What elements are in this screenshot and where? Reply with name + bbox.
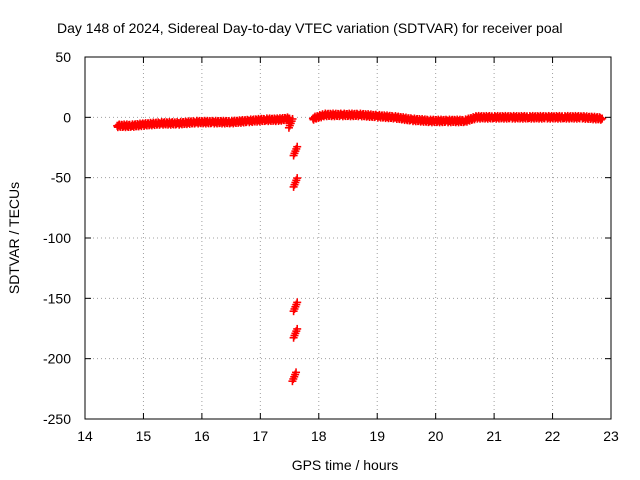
x-tick-label: 18 [311, 428, 327, 444]
x-tick-label: 20 [428, 428, 444, 444]
data-point [293, 298, 302, 307]
y-tick-label: 0 [63, 109, 71, 125]
y-tick-label: -150 [43, 290, 71, 306]
data-point [598, 114, 607, 123]
tick-layer: 14 15 16 17 18 19 20 21 22 23 50 0 -50 -100 -150 -200 -2… [43, 49, 619, 444]
data-point [292, 368, 301, 377]
data-point [293, 324, 302, 333]
y-tick-label: -200 [43, 351, 71, 367]
y-tick-label: -50 [51, 170, 71, 186]
x-tick-label: 14 [77, 428, 93, 444]
x-tick-label: 22 [545, 428, 561, 444]
x-tick-label: 21 [486, 428, 502, 444]
grid-layer [85, 57, 611, 419]
y-tick-label: 50 [55, 49, 71, 65]
data-point [293, 174, 302, 183]
y-tick-label: -100 [43, 230, 71, 246]
data-point [293, 142, 302, 151]
x-tick-label: 15 [136, 428, 152, 444]
x-axis-label: GPS time / hours [292, 457, 399, 473]
x-tick-label: 17 [253, 428, 269, 444]
plot-frame [84, 56, 612, 420]
chart-title: Day 148 of 2024, Sidereal Day-to-day VTE… [57, 20, 563, 36]
x-tick-label: 23 [603, 428, 619, 444]
data-point [288, 114, 297, 123]
x-tick-label: 16 [194, 428, 210, 444]
x-tick-label: 19 [369, 428, 385, 444]
y-axis-label: SDTVAR / TECUs [6, 182, 22, 294]
y-tick-label: -250 [43, 411, 71, 427]
data-layer [113, 109, 607, 386]
